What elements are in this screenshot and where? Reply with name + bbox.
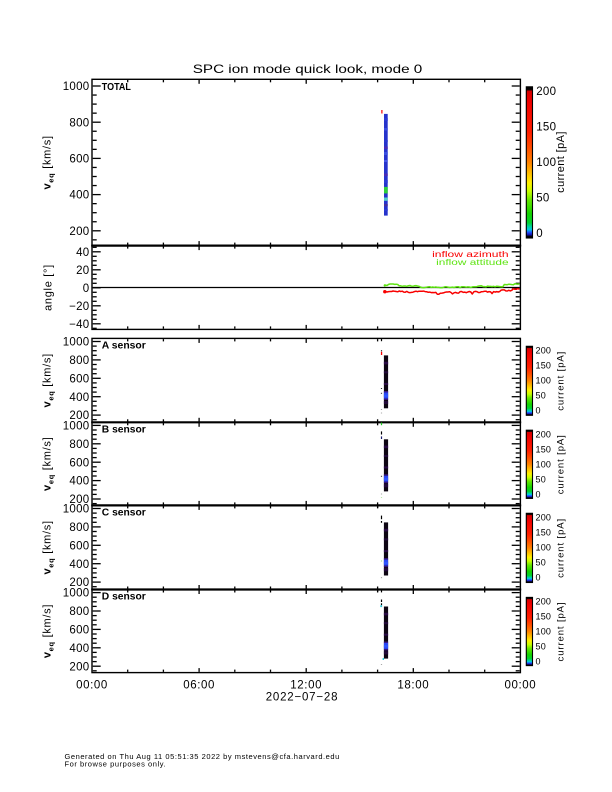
svg-text:40: 40: [76, 247, 89, 259]
svg-text:00:00: 00:00: [505, 680, 537, 692]
svg-text:TOTAL: TOTAL: [102, 82, 131, 93]
svg-text:00:00: 00:00: [76, 680, 108, 692]
svg-text:A sensor: A sensor: [102, 341, 146, 352]
svg-text:200: 200: [69, 577, 89, 589]
svg-text:200: 200: [69, 661, 89, 673]
svg-text:600: 600: [69, 154, 89, 166]
svg-text:0: 0: [536, 657, 541, 667]
svg-text:current [pA]: current [pA]: [556, 518, 567, 578]
svg-text:600: 600: [69, 540, 89, 552]
svg-text:100: 100: [536, 627, 552, 637]
svg-text:0: 0: [536, 489, 541, 499]
svg-text:veq [km/s]: veq [km/s]: [42, 520, 56, 574]
svg-text:1000: 1000: [63, 337, 90, 349]
svg-text:inflow attitude: inflow attitude: [436, 258, 509, 267]
svg-text:50: 50: [536, 193, 549, 205]
svg-text:−40: −40: [69, 319, 89, 331]
svg-text:200: 200: [69, 494, 89, 506]
svg-text:0: 0: [83, 283, 90, 295]
svg-text:veq [km/s]: veq [km/s]: [42, 353, 56, 407]
svg-text:veq [km/s]: veq [km/s]: [42, 437, 56, 491]
svg-text:100: 100: [536, 459, 552, 469]
svg-text:400: 400: [69, 559, 89, 571]
svg-text:150: 150: [536, 122, 556, 134]
svg-text:−20: −20: [69, 301, 89, 313]
svg-text:current [pA]: current [pA]: [556, 434, 567, 494]
svg-text:Generated on Thu Aug 11 05:51:: Generated on Thu Aug 11 05:51:35 2022 by…: [65, 752, 340, 761]
svg-text:50: 50: [536, 390, 546, 400]
svg-text:600: 600: [69, 457, 89, 469]
svg-text:200: 200: [69, 410, 89, 422]
svg-text:12:00: 12:00: [290, 680, 322, 692]
svg-text:inflow azimuth: inflow azimuth: [432, 250, 509, 259]
svg-text:600: 600: [69, 373, 89, 385]
svg-text:For browse purposes only.: For browse purposes only.: [65, 759, 167, 768]
svg-text:0: 0: [536, 405, 541, 415]
svg-text:800: 800: [69, 117, 89, 129]
svg-text:100: 100: [536, 157, 556, 169]
svg-text:150: 150: [536, 360, 552, 370]
svg-text:800: 800: [69, 355, 89, 367]
svg-text:0: 0: [536, 228, 543, 240]
svg-text:150: 150: [536, 612, 552, 622]
svg-text:800: 800: [69, 522, 89, 534]
svg-text:200: 200: [536, 597, 552, 607]
svg-text:400: 400: [69, 392, 89, 404]
svg-text:C sensor: C sensor: [102, 508, 146, 519]
svg-text:06:00: 06:00: [183, 680, 215, 692]
svg-text:800: 800: [69, 439, 89, 451]
svg-text:150: 150: [536, 444, 552, 454]
svg-text:2022−07−28: 2022−07−28: [266, 691, 339, 703]
svg-text:50: 50: [536, 642, 546, 652]
svg-text:SPC ion mode quick look, mode: SPC ion mode quick look, mode 0: [193, 62, 423, 76]
svg-text:800: 800: [69, 606, 89, 618]
svg-text:current [pA]: current [pA]: [555, 131, 567, 193]
svg-text:150: 150: [536, 527, 552, 537]
svg-text:veq [km/s]: veq [km/s]: [42, 135, 56, 189]
svg-text:100: 100: [536, 375, 552, 385]
svg-text:20: 20: [76, 265, 89, 277]
svg-text:50: 50: [536, 557, 546, 567]
svg-text:1000: 1000: [63, 81, 90, 93]
svg-text:1000: 1000: [63, 588, 90, 600]
svg-text:18:00: 18:00: [397, 680, 429, 692]
svg-text:400: 400: [69, 190, 89, 202]
svg-text:200: 200: [536, 346, 552, 356]
svg-text:200: 200: [536, 86, 556, 98]
svg-text:50: 50: [536, 474, 546, 484]
svg-text:600: 600: [69, 625, 89, 637]
svg-text:400: 400: [69, 643, 89, 655]
svg-text:D sensor: D sensor: [102, 592, 146, 603]
svg-text:400: 400: [69, 476, 89, 488]
svg-text:0: 0: [536, 572, 541, 582]
svg-text:veq [km/s]: veq [km/s]: [42, 604, 56, 658]
svg-text:100: 100: [536, 542, 552, 552]
svg-text:current [pA]: current [pA]: [556, 602, 567, 662]
svg-text:B sensor: B sensor: [102, 425, 146, 436]
svg-text:1000: 1000: [63, 504, 90, 516]
svg-text:current [pA]: current [pA]: [556, 351, 567, 411]
svg-text:200: 200: [69, 226, 89, 238]
svg-text:angle [°]: angle [°]: [43, 264, 55, 311]
svg-text:200: 200: [536, 513, 552, 523]
svg-text:1000: 1000: [63, 421, 90, 433]
svg-text:200: 200: [536, 429, 552, 439]
